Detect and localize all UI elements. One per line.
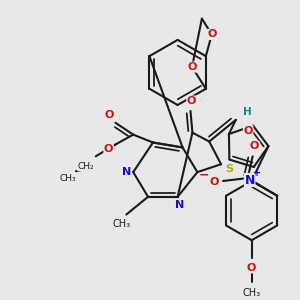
Text: N: N <box>122 167 131 177</box>
Text: O: O <box>187 62 197 72</box>
Text: O: O <box>247 263 256 273</box>
Text: O: O <box>187 96 196 106</box>
Text: CH₃: CH₃ <box>243 287 261 298</box>
Text: +: + <box>254 168 262 178</box>
Text: N: N <box>175 200 184 210</box>
Text: O: O <box>104 144 113 154</box>
Text: H: H <box>243 107 252 117</box>
Text: CH₃: CH₃ <box>112 219 130 230</box>
Text: −: − <box>199 169 209 182</box>
Text: O: O <box>243 126 253 136</box>
Text: O: O <box>250 142 259 152</box>
Text: S: S <box>225 164 233 174</box>
Text: O: O <box>105 110 114 120</box>
Text: CH₂: CH₂ <box>77 162 94 171</box>
Text: O: O <box>209 177 219 187</box>
Text: O: O <box>207 29 216 40</box>
Text: N: N <box>244 173 255 187</box>
Text: CH₃: CH₃ <box>60 173 76 182</box>
